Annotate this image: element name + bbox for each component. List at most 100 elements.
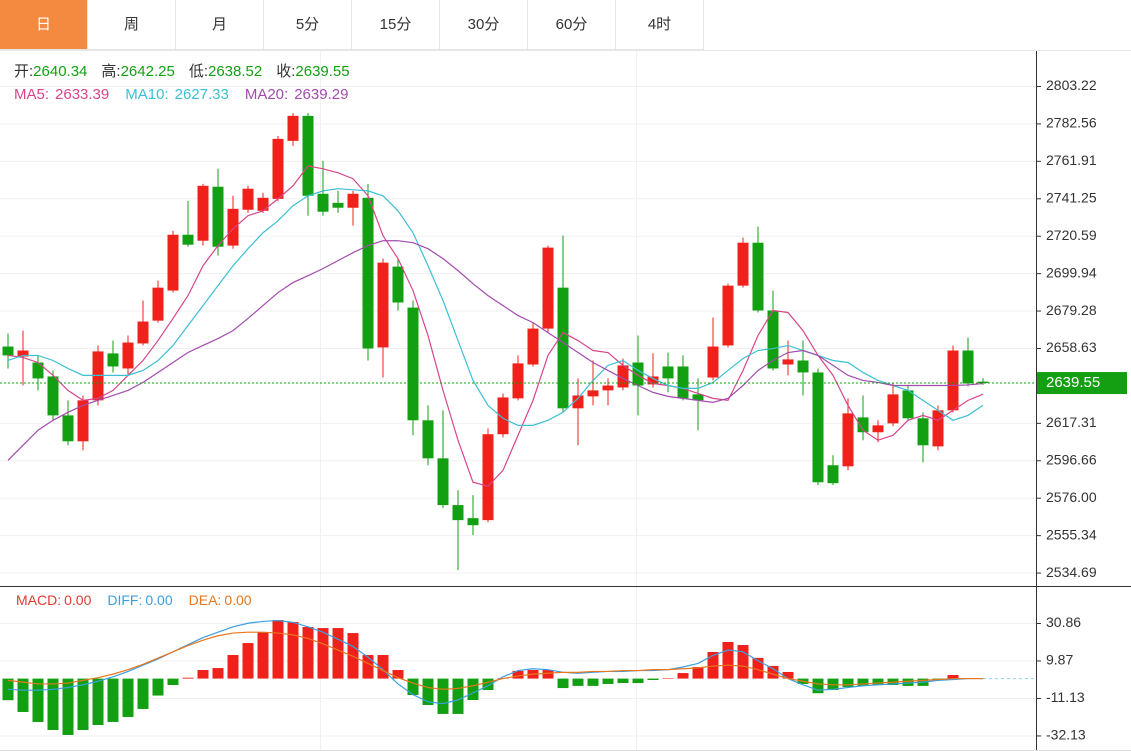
period-tab[interactable]: 30分 [440,0,528,50]
candle-body [917,418,929,446]
macd-bar [677,673,689,679]
macd-bar [152,678,164,696]
candle-body [392,266,404,303]
macd-bar [167,678,179,686]
macd-bar [482,678,494,691]
candle-body [332,202,344,208]
macd-bar [707,651,719,679]
candle-body [857,417,869,433]
y-tick-label: 2720.59 [1046,227,1097,243]
macd-bar [452,678,464,714]
y-tick-label: 30.86 [1046,614,1081,630]
legend-value: 2640.34 [33,63,87,80]
candle-body [632,362,644,386]
candle-body [137,321,149,344]
macd-bar [272,620,284,679]
legend-value: 2633.39 [55,86,109,103]
y-tick-label: 2658.63 [1046,339,1097,355]
candle-body [722,285,734,346]
candle-body [887,394,899,424]
candle-body [977,381,989,384]
macd-bar [602,678,614,684]
macd-bar [392,670,404,679]
candle-body [17,350,29,357]
macd-bar [632,678,644,684]
candle-body [752,242,764,311]
period-tab[interactable]: 15分 [352,0,440,50]
candle-body [482,434,494,521]
candle-body [287,115,299,141]
macd-bar [422,678,434,706]
period-tab[interactable]: 日 [0,0,88,50]
legend-label: 低: [189,63,208,80]
legend-label: MACD: [16,592,61,608]
period-tabs: 日周月 5分 15分 30分 60分 4时 [0,0,704,50]
candle-body [527,328,539,365]
candle-body [377,262,389,348]
candle-body [647,376,659,385]
indicator-line [7,165,984,487]
period-tab[interactable]: 5分 [264,0,352,50]
candle-body [257,197,269,211]
candle-body [107,353,119,367]
candle-body [437,458,449,506]
candle-body [152,287,164,321]
macd-bar [752,657,764,679]
candle-body [227,208,239,246]
ohlc-legend: 开:2640.34 高:2642.25 低:2638.52 收:2639.55 [14,63,350,80]
candle-body [467,518,479,526]
candle-body [962,350,974,384]
y-tick-label: 2576.00 [1046,489,1097,505]
legend-value: 0.00 [64,592,91,608]
y-tick-label: 2741.25 [1046,189,1097,205]
candle-body [767,310,779,369]
macd-bar [662,678,674,679]
macd-legend: MACD: 0.00 DIFF: 0.00 DEA: 0.00 [16,592,252,608]
macd-bar [722,641,734,679]
candle-body [2,346,14,356]
macd-bar [257,631,269,679]
macd-bar [47,678,59,731]
candle-body [662,366,674,379]
macd-bar [242,643,254,679]
period-tab[interactable]: 4时 [616,0,704,50]
y-tick-label: 2761.91 [1046,152,1097,168]
y-tick-label: 2803.22 [1046,77,1097,93]
macd-bar [857,678,869,686]
legend-label: MA10: [125,86,168,103]
legend-value: 0.00 [224,592,251,608]
candle-body [167,234,179,291]
macd-bar [512,670,524,679]
legend-label: MA20: [245,86,288,103]
candle-body [617,365,629,388]
y-tick-label: 2596.66 [1046,451,1097,467]
candle-body [212,186,224,247]
macd-bar [737,645,749,679]
macd-bar [197,670,209,679]
candle-body [707,346,719,378]
macd-bar [317,628,329,679]
macd-bar [767,665,779,679]
macd-bar [302,626,314,679]
candle-body [872,425,884,433]
y-tick-label: 9.87 [1046,652,1073,668]
candle-body [557,287,569,409]
candle-body [182,234,194,245]
candle-body [32,362,44,379]
period-tab[interactable]: 周 [88,0,176,50]
candle-body [317,193,329,212]
macd-bar [107,678,119,722]
last-price-box [1037,372,1127,395]
period-tab[interactable]: 月 [176,0,264,50]
legend-value: 2638.52 [208,63,262,80]
candle-body [677,366,689,399]
candle-body [782,359,794,365]
period-tab[interactable]: 60分 [528,0,616,50]
candle-body [692,394,704,401]
macd-bar [92,678,104,726]
candle-body [737,242,749,286]
last-price-label: 2639.55 [1046,374,1100,391]
candle-body [932,410,944,447]
